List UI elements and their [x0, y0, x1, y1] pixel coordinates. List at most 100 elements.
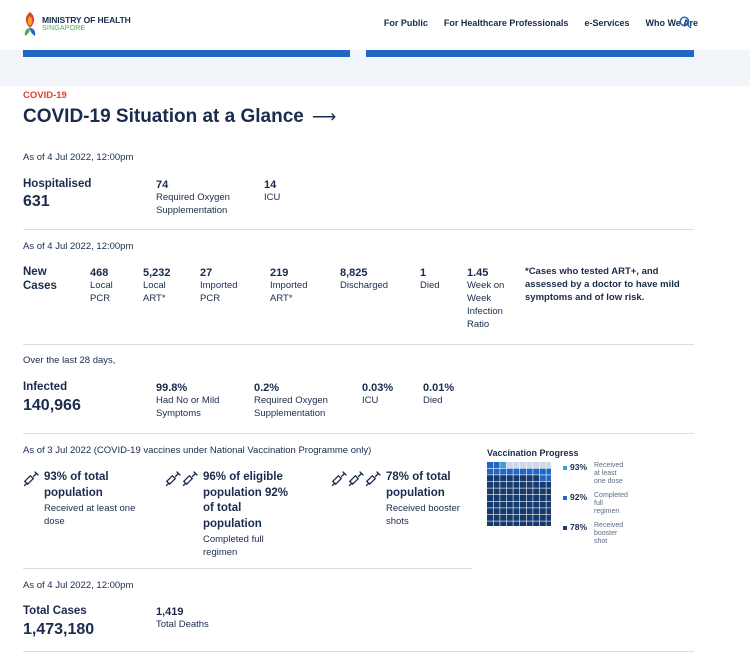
syringe-icon — [331, 471, 347, 487]
syringe-icon — [23, 471, 39, 487]
page-title[interactable]: COVID-19 Situation at a Glance ⟶ — [23, 106, 336, 128]
cases-asof: As of 4 Jul 2022, 12:00pm — [23, 241, 134, 252]
waffle-cell — [533, 495, 540, 501]
waffle-cell — [539, 514, 546, 521]
waffle-cell — [539, 475, 546, 482]
total-cases-value: 1,473,180 — [23, 621, 95, 638]
nav-who-we-are[interactable]: Who We Are — [645, 18, 698, 28]
vac-sub: Completed full regimen — [203, 534, 264, 559]
stat-value: 1,419 — [156, 606, 184, 618]
divider — [23, 433, 694, 434]
band-button-right[interactable] — [366, 50, 694, 57]
waffle-cell — [500, 468, 507, 475]
stat-label: Total Deaths — [156, 619, 209, 631]
nav-e-services[interactable]: e-Services — [584, 18, 630, 28]
waffle-cell — [513, 488, 520, 495]
totals-asof: As of 4 Jul 2022, 12:00pm — [23, 580, 134, 591]
waffle-cell — [533, 488, 540, 495]
waffle-cell — [533, 521, 540, 526]
waffle-cell — [487, 481, 493, 488]
divider — [23, 568, 472, 569]
waffle-cell — [500, 475, 507, 482]
syringe-icon — [348, 471, 364, 487]
vac-sub: Received booster shots — [386, 503, 460, 528]
waffle-cell — [520, 495, 526, 501]
waffle-cell — [506, 488, 513, 495]
vac-main: 93% of total population — [44, 471, 109, 499]
logo-line1: MINISTRY OF HEALTH — [42, 14, 131, 25]
waffle-cell — [487, 501, 493, 508]
waffle-cell — [526, 508, 533, 515]
moh-logo-icon — [24, 12, 36, 36]
waffle-cell — [533, 481, 540, 488]
waffle-cell — [526, 481, 533, 488]
arrow-right-icon: ⟶ — [311, 107, 337, 126]
stat-imported-art: 219 Imported ART* — [270, 266, 322, 306]
legend-label: Received at least one dose — [594, 462, 624, 486]
syringe-icon — [365, 471, 381, 487]
stat-local-art: 5,232 Local ART* — [143, 266, 188, 306]
moh-logo[interactable]: MINISTRY OF HEALTH SINGAPORE — [22, 10, 131, 38]
syringe-icon — [182, 471, 198, 487]
waffle-cell — [526, 514, 533, 521]
waffle-cell — [513, 475, 520, 482]
legend-swatch — [563, 526, 567, 530]
waffle-cell — [487, 475, 493, 482]
hospitalised-label: Hospitalised — [23, 178, 92, 190]
stat-label: Imported PCR — [200, 280, 238, 305]
waffle-cell — [533, 501, 540, 508]
waffle-cell — [539, 488, 546, 495]
legend-one-dose: 93% Received at least one dose — [563, 462, 630, 486]
waffle-cell — [506, 475, 513, 482]
waffle-cell — [520, 501, 526, 508]
legend-pct: 92% — [570, 492, 588, 502]
stat-value: 219 — [270, 267, 289, 279]
waffle-cell — [546, 495, 551, 501]
waffle-cell — [506, 521, 513, 526]
legend-full-regimen: 92% Completed full regimen — [563, 492, 630, 516]
page-title-text: COVID-19 Situation at a Glance — [23, 106, 304, 127]
stat-value: 5,232 — [143, 267, 171, 279]
waffle-cell — [526, 521, 533, 526]
stat-value: 8,825 — [340, 267, 368, 279]
waffle-cell — [506, 514, 513, 521]
new-cases-label: New Cases — [23, 266, 57, 292]
stat-label: Discharged — [340, 280, 389, 292]
waffle-cell — [487, 462, 493, 468]
waffle-cell — [513, 462, 520, 468]
legend-label: Received booster shot — [594, 522, 624, 546]
waffle-cell — [520, 462, 526, 468]
nav-for-healthcare-professionals[interactable]: For Healthcare Professionals — [443, 18, 569, 28]
vac-main: 78% of total population — [386, 471, 451, 499]
waffle-cell — [493, 462, 500, 468]
stat-value: 99.8% — [156, 382, 188, 394]
waffle-cell — [546, 462, 551, 468]
stat-died: 1 Died — [420, 266, 440, 293]
stat-label: Local PCR — [90, 280, 113, 305]
art-footnote: *Cases who tested ART+, and assessed by … — [525, 266, 680, 303]
vac-main: 96% of eligible population 92% of total … — [203, 471, 288, 530]
stat-mild: 99.8% Had No or Mild Symptoms — [156, 381, 241, 421]
waffle-cell — [520, 514, 526, 521]
stat-value: 1.45 — [467, 267, 489, 279]
stat-value: 0.03% — [362, 382, 394, 394]
stat-value: 14 — [264, 179, 277, 191]
nav-for-public[interactable]: For Public — [383, 18, 428, 28]
search-icon[interactable] — [679, 16, 692, 29]
waffle-cell — [506, 495, 513, 501]
stat-discharged: 8,825 Discharged — [340, 266, 388, 293]
waffle-cell — [539, 521, 546, 526]
waffle-cell — [500, 521, 507, 526]
stat-label: Died — [423, 395, 443, 407]
infected-value: 140,966 — [23, 397, 81, 414]
waffle-cell — [539, 495, 546, 501]
waffle-cell — [500, 495, 507, 501]
stat-label: ICU — [362, 395, 379, 407]
band-button-left[interactable] — [23, 50, 350, 57]
site-header: MINISTRY OF HEALTH SINGAPORE For Public … — [0, 0, 750, 50]
syringe-icon — [165, 471, 181, 487]
waffle-cell — [513, 481, 520, 488]
waffle-cell — [520, 481, 526, 488]
waffle-cell — [520, 508, 526, 515]
stat-infection-ratio: 1.45 Week on Week Infection Ratio — [467, 266, 517, 332]
